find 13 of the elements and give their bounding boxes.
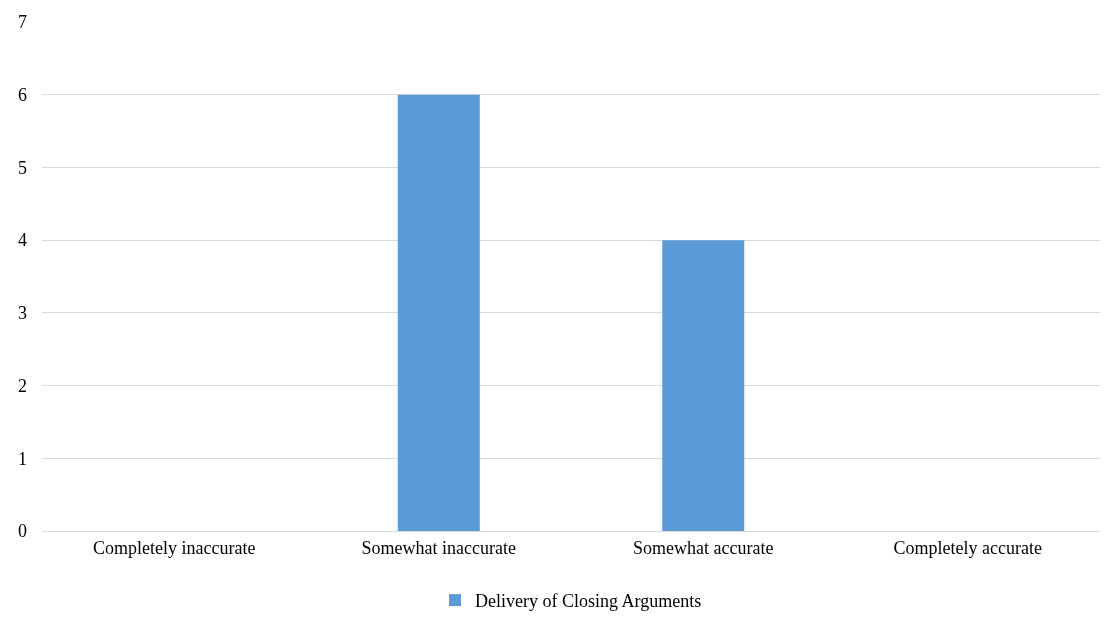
x-tick-label: Completely inaccurate xyxy=(93,537,256,558)
x-tick-label: Somewhat accurate xyxy=(633,537,774,558)
legend-label: Delivery of Closing Arguments xyxy=(475,591,702,612)
x-tick-label: Completely accurate xyxy=(893,537,1042,558)
y-tick-label: 5 xyxy=(18,157,27,178)
y-tick-label: 2 xyxy=(18,375,27,396)
y-tick-label: 6 xyxy=(18,85,27,106)
y-tick-label: 0 xyxy=(18,521,27,542)
y-tick-label: 7 xyxy=(18,12,27,33)
x-tick-label: Somewhat inaccurate xyxy=(361,537,516,558)
y-tick-label: 4 xyxy=(18,230,27,251)
y-tick-label: 1 xyxy=(18,448,27,469)
y-tick-label: 3 xyxy=(18,303,27,324)
